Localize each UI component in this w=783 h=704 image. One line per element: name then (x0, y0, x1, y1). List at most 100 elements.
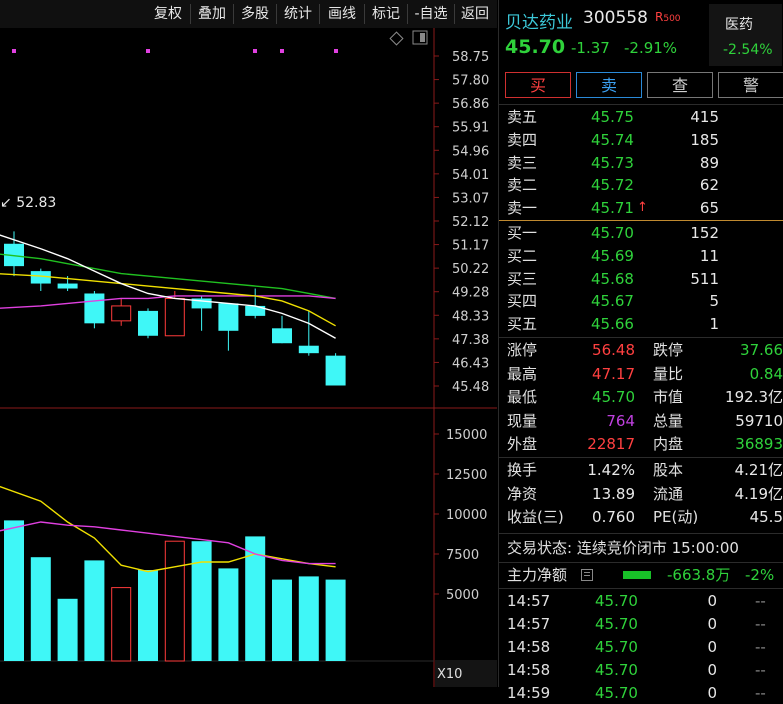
trade-status: 交易状态: 连续竞价闭市 15:00:00 (507, 539, 739, 557)
kline-chart[interactable]: ↙ 52.83 58.75 57.80 56.86 55.91 54.96 54.01 53… (0, 28, 497, 687)
toolbar-separator (319, 4, 320, 24)
tick-volume: 0 (707, 592, 717, 610)
tick-price: 45.70 (595, 615, 638, 633)
fundamental-label: 股本 (653, 461, 684, 479)
price-tick-label: 49.28 (452, 286, 489, 301)
ask-volume: 415 (690, 108, 719, 126)
price-tick-label: 48.33 (452, 309, 489, 324)
stat-label: 涨停 (507, 341, 538, 359)
price-tick-label: 54.01 (452, 168, 489, 183)
volume-bar (325, 579, 346, 661)
candle-body (325, 355, 346, 386)
bid-price[interactable]: 45.66 (591, 315, 634, 334)
toolbar-overlay[interactable]: 叠加 (198, 6, 226, 22)
tick-direction: -- (755, 592, 766, 610)
ask-price[interactable]: 45.74 (591, 130, 634, 149)
tick-time: 14:57 (507, 615, 551, 633)
stat-value: 764 (606, 411, 635, 430)
ask-volume: 62 (699, 176, 719, 195)
event-marker[interactable] (12, 49, 16, 53)
event-marker[interactable] (334, 49, 338, 53)
stat-value: 59710 (735, 411, 783, 430)
list-icon[interactable] (581, 569, 593, 581)
sell-button[interactable]: 卖 (576, 72, 642, 98)
sector-box[interactable]: 医药 -2.54% (709, 4, 782, 66)
event-marker[interactable] (146, 49, 150, 53)
stat-value: 36893 (735, 435, 783, 453)
volume-bar (245, 536, 266, 661)
volume-bar (298, 576, 319, 661)
ask-price[interactable]: 45.72 (591, 176, 634, 195)
stat-label: 市值 (653, 388, 684, 406)
margin-badge-letter: R (655, 10, 664, 24)
fundamental-value: 45.5 (749, 508, 783, 526)
diamond-icon[interactable] (389, 31, 404, 46)
panel-toggle-icon[interactable] (412, 30, 428, 45)
price-tick-label: 58.75 (452, 50, 489, 65)
stat-value: 47.17 (592, 364, 635, 383)
bid-price[interactable]: 45.70 (591, 224, 634, 242)
buy-button[interactable]: 买 (505, 72, 571, 98)
volume-ma10-line (0, 521, 336, 565)
event-marker[interactable] (253, 49, 257, 53)
ma60-line (0, 253, 336, 300)
stock-code: 300558 (583, 8, 648, 28)
ma20-line (0, 295, 336, 309)
ask-price[interactable]: 45.75 (591, 108, 634, 126)
margin-badge-sub: 500 (663, 14, 681, 24)
stat-label: 最高 (507, 364, 538, 383)
candle-body (218, 303, 239, 331)
volume-bar (30, 557, 51, 661)
book-divider (499, 220, 783, 221)
toolbar-statistics[interactable]: 统计 (284, 6, 312, 22)
main-flow-value: -663.8万 (667, 566, 731, 584)
alert-button[interactable]: 警 (718, 72, 783, 98)
price-axis-ticks: 58.75 57.80 56.86 55.91 54.96 54.01 53.07 52.12… (434, 50, 489, 395)
bid-volume: 152 (690, 224, 719, 242)
fundamental-label: PE(动) (653, 508, 699, 526)
bid-label: 买一 (507, 224, 538, 242)
volume-bars-layer (4, 520, 346, 662)
stat-value: 0.84 (749, 364, 783, 383)
toolbar-multi-stock[interactable]: 多股 (241, 6, 269, 22)
stat-label: 内盘 (653, 435, 684, 453)
toolbar-separator (190, 4, 191, 24)
volume-ma-lines-layer (0, 485, 336, 573)
ask-label: 卖一 (507, 199, 538, 218)
stat-value: 192.3亿 (725, 388, 783, 406)
ask-volume: 185 (690, 130, 719, 149)
event-marker[interactable] (280, 49, 284, 53)
bid-price[interactable]: 45.69 (591, 246, 634, 265)
tick-volume: 0 (707, 638, 717, 656)
toolbar-mark[interactable]: 标记 (372, 6, 400, 22)
divider (499, 457, 783, 458)
volume-bar (111, 587, 132, 662)
toolbar-restore-rights[interactable]: 复权 (154, 6, 182, 22)
query-button[interactable]: 查 (647, 72, 713, 98)
ask-price[interactable]: 45.73 (591, 153, 634, 172)
kline-chart-svg: ↙ 52.83 58.75 57.80 56.86 55.91 54.96 54.01 53… (0, 28, 497, 687)
tick-direction: -- (755, 661, 766, 679)
stat-value: 22817 (587, 435, 635, 453)
toolbar-back[interactable]: 返回 (461, 6, 489, 22)
candle-body (111, 305, 132, 322)
toolbar-remove-watchlist[interactable]: -自选 (414, 6, 448, 22)
bid-price[interactable]: 45.67 (591, 292, 634, 311)
candle-body (298, 345, 319, 354)
toolbar-draw-line[interactable]: 画线 (328, 6, 356, 22)
candle-body (191, 298, 212, 309)
bid-price[interactable]: 45.68 (591, 269, 634, 288)
stat-value: 56.48 (592, 341, 635, 359)
stat-label: 总量 (653, 411, 684, 430)
ask-price[interactable]: 45.71 (591, 199, 634, 218)
ma5-line (0, 234, 336, 339)
candle-body (164, 297, 185, 337)
stat-label: 现量 (507, 411, 538, 430)
sector-name: 医药 (725, 17, 753, 33)
volume-unit-label: X10 (437, 667, 462, 682)
main-flow-label: 主力净额 (507, 566, 568, 584)
ask-label: 卖三 (507, 153, 538, 172)
candle-body (30, 271, 51, 284)
tick-volume: 0 (707, 661, 717, 679)
margin-badge: R500 (655, 10, 681, 24)
